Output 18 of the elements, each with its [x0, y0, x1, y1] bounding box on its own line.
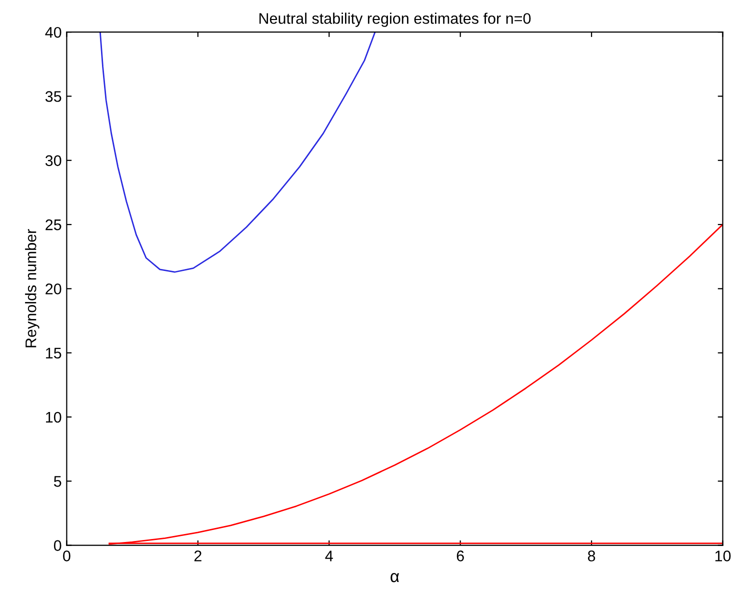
- x-axis-title: α: [390, 573, 400, 582]
- y-tick-label: 30: [45, 155, 62, 166]
- y-tick-label: 15: [46, 348, 62, 359]
- y-tick-label: 35: [45, 91, 62, 102]
- x-tick-label: 4: [325, 550, 333, 562]
- y-axis-title: Reynolds number: [25, 229, 40, 348]
- y-tick-label: 10: [46, 412, 62, 423]
- y-tick-label: 40: [45, 26, 62, 38]
- x-tick-label: 6: [456, 550, 464, 562]
- x-tick-label: 0: [63, 550, 70, 562]
- y-tick-label: 25: [46, 219, 62, 230]
- x-tick-label: 8: [588, 550, 596, 562]
- x-tick-label: 2: [194, 550, 202, 562]
- y-tick-label: 5: [54, 476, 62, 487]
- x-tick-label: 10: [715, 550, 731, 562]
- y-tick-label: 20: [46, 284, 62, 294]
- chart-title: Neutral stability region estimates for n=0: [259, 12, 531, 27]
- y-tick-label: 0: [54, 540, 62, 551]
